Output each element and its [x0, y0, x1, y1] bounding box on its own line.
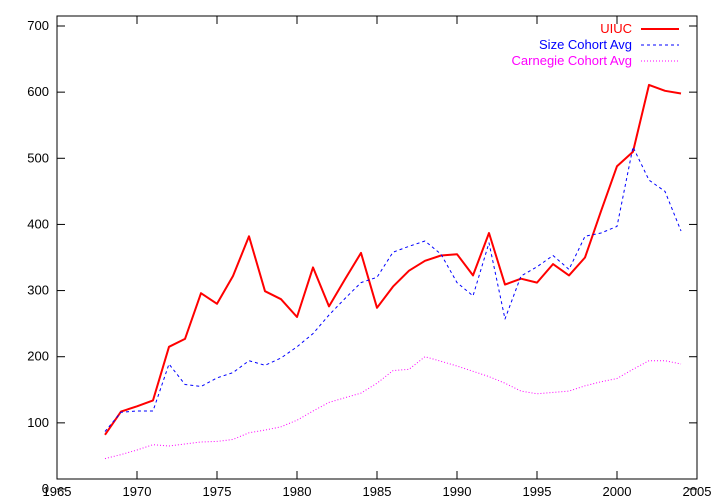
y-tick-label: 700: [27, 18, 49, 33]
series-line-size-cohort-avg: [104, 146, 682, 432]
x-axis: 1965 1970 1975 1980 1985 1990 1995 2000 2005: [43, 16, 712, 499]
series-line-carnegie-cohort-avg: [104, 356, 682, 460]
x-tick-label: 1985: [363, 484, 392, 499]
x-tick-label: 1970: [123, 484, 152, 499]
x-tick-label: 1990: [443, 484, 472, 499]
y-tick-label: 0: [42, 481, 49, 496]
y-tick-label: 100: [27, 415, 49, 430]
x-tick-label: 1965: [43, 484, 72, 499]
legend-label: UIUC: [600, 21, 632, 36]
series-layer: [104, 83, 682, 460]
x-tick-label: 1980: [283, 484, 312, 499]
x-tick-label: 1995: [523, 484, 552, 499]
y-axis: 0 100 200 300 400 500 600 700: [27, 18, 697, 496]
plot-frame: [56, 15, 698, 480]
legend-label: Size Cohort Avg: [539, 37, 632, 52]
y-tick-label: 600: [27, 84, 49, 99]
y-tick-label: 500: [27, 150, 49, 165]
y-tick-label: 300: [27, 283, 49, 298]
y-tick-label: 400: [27, 216, 49, 231]
y-tick-label: 200: [27, 349, 49, 364]
series-line-uiuc: [104, 83, 682, 436]
x-tick-label: 1975: [203, 484, 232, 499]
legend-label: Carnegie Cohort Avg: [512, 53, 632, 68]
x-tick-label: 2005: [683, 484, 712, 499]
x-tick-label: 2000: [603, 484, 632, 499]
